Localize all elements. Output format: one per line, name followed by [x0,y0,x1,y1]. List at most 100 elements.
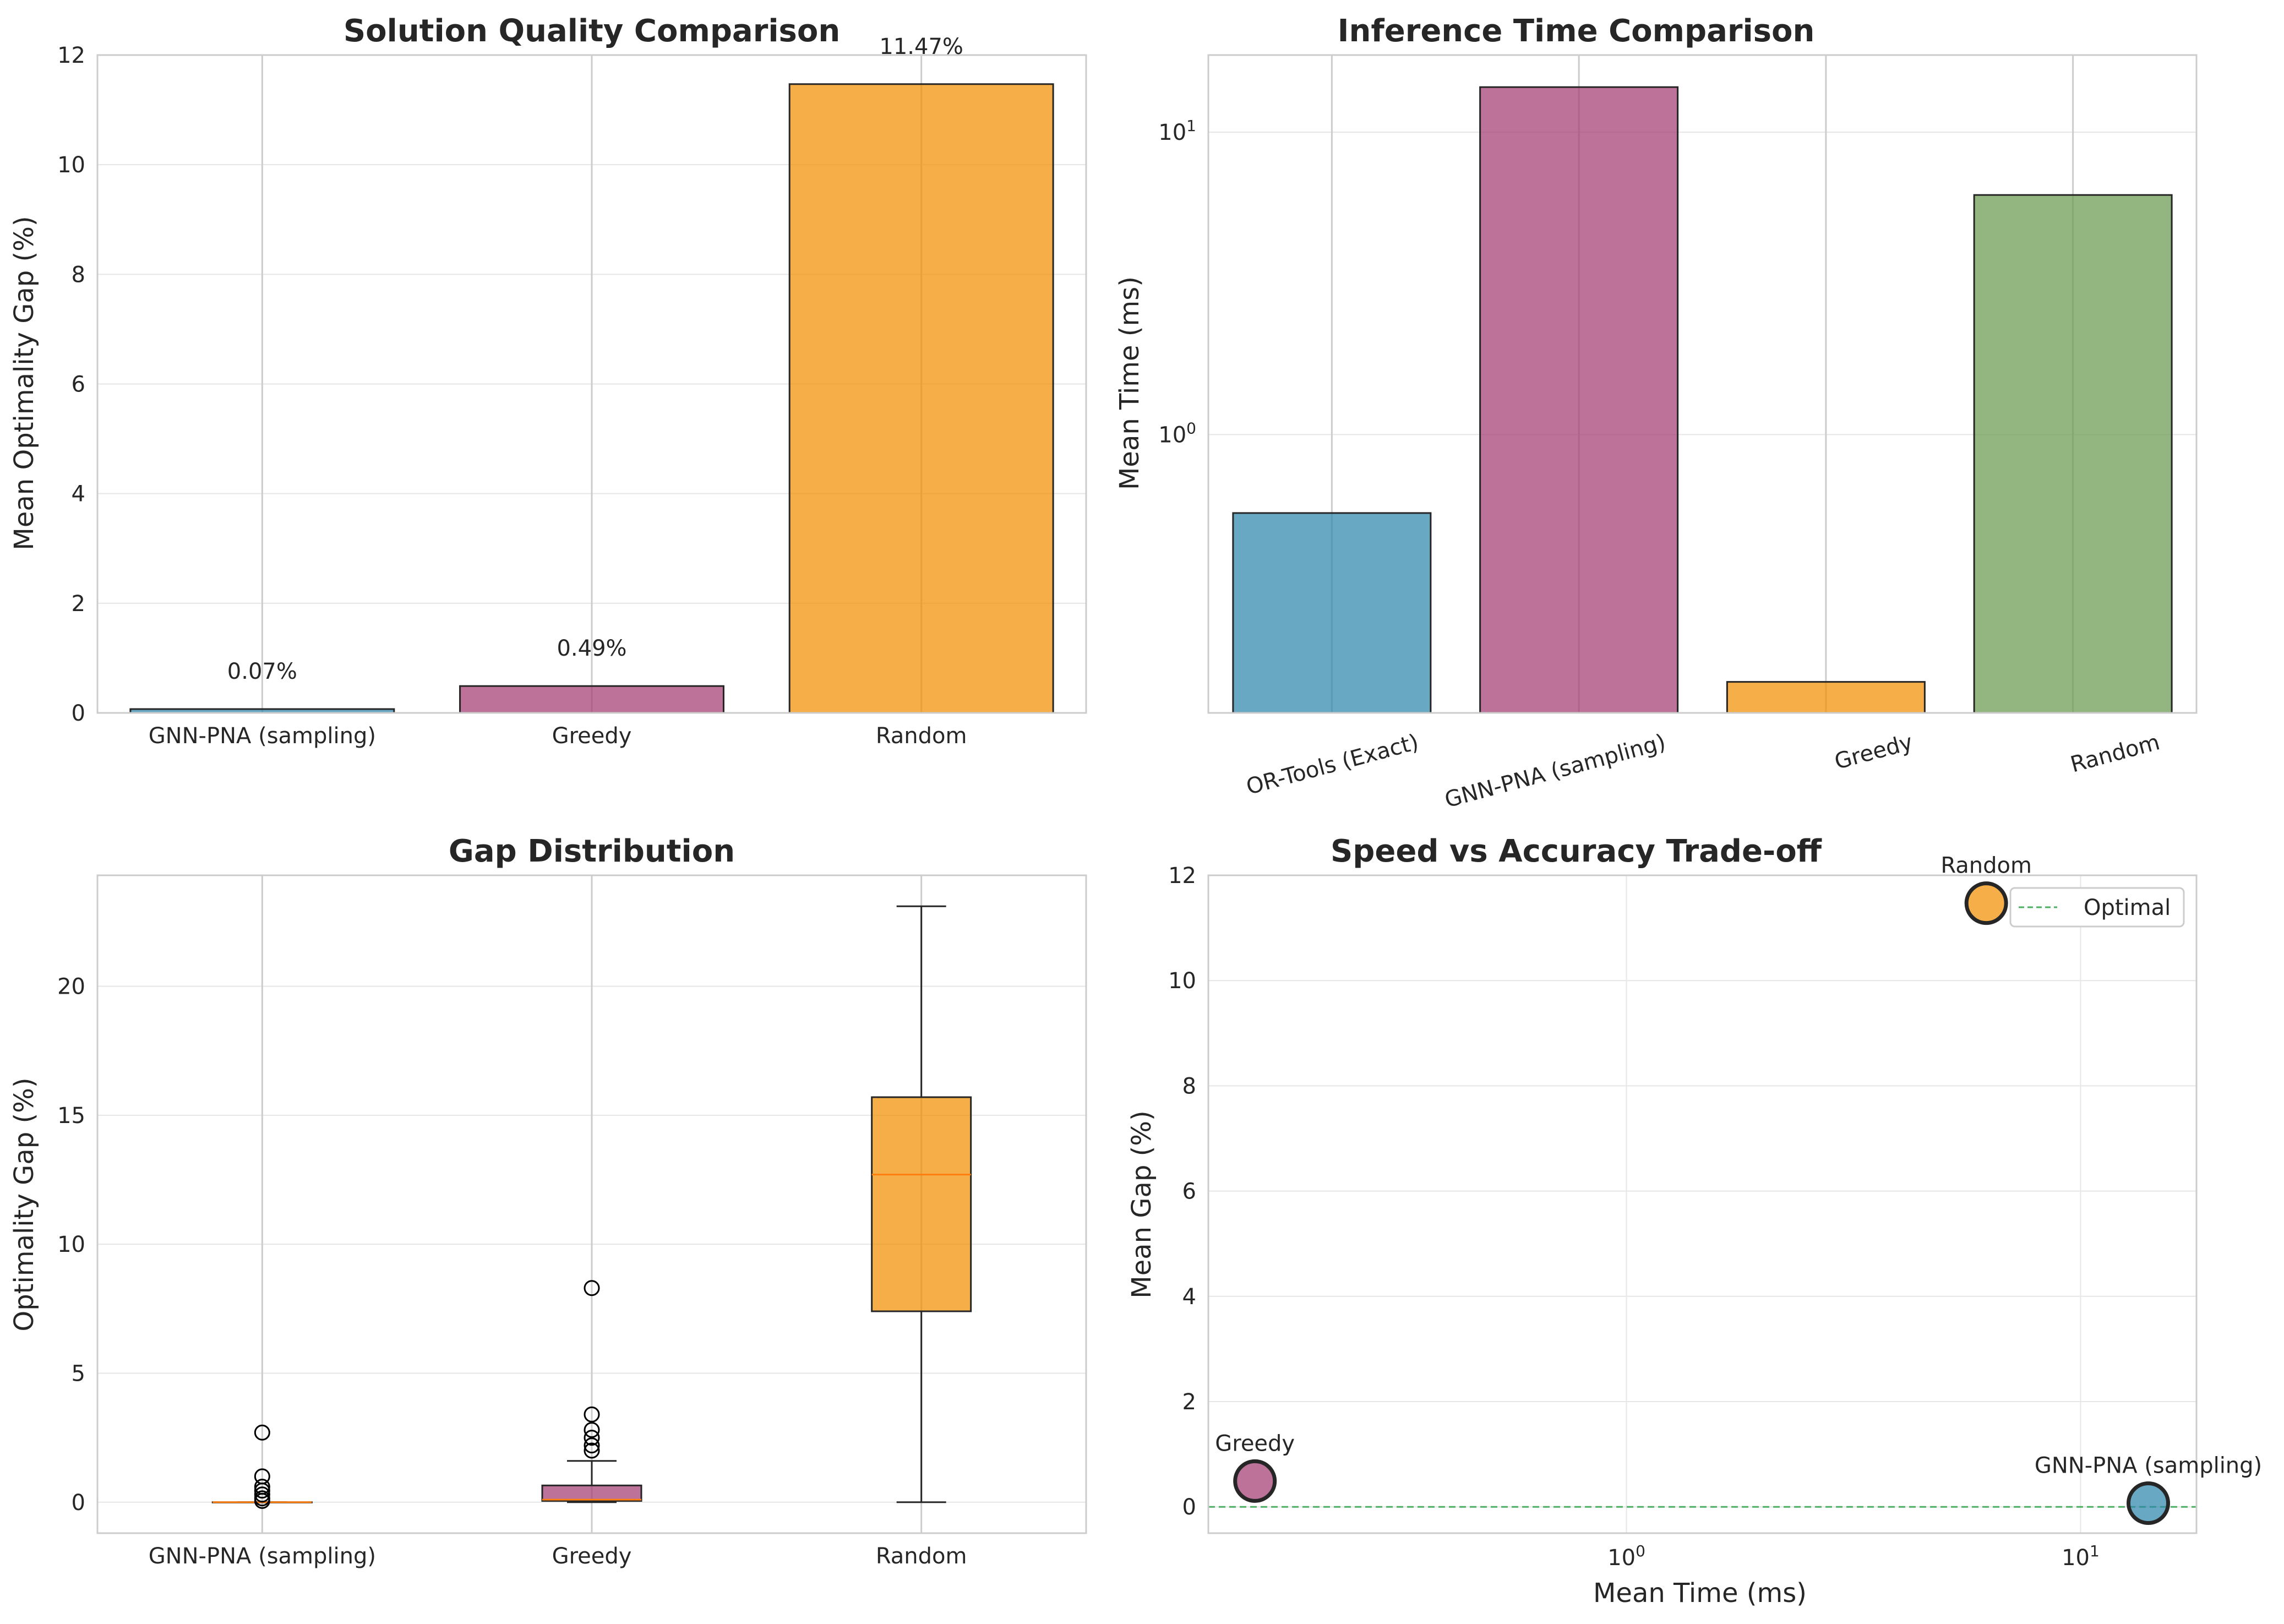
p2-xtick: OR-Tools (Exact) [1244,729,1421,800]
p3-flier [584,1280,600,1296]
p4-xtick: 100 [1607,1542,1645,1571]
p4-xtick-base: 10 [1607,1545,1636,1571]
p1-ytick: 0 [72,701,85,726]
p2-xtick: Greedy [1832,729,1916,775]
p1-value-labels: 0.07% 0.49% 11.47% [227,34,963,684]
p1-bar [459,685,724,714]
p3-box [541,1484,642,1502]
p4-title: Speed vs Accuracy Trade-off [1331,833,1822,869]
p3-ytick: 15 [57,1103,85,1129]
panel-gap-distribution: 0 5 10 15 20 GNN-PNA (sampling) Greedy Random G… [9,833,1087,1569]
p4-ytick: 8 [1182,1073,1196,1099]
p2-axes-frame [1207,54,2198,714]
p2-bar [1973,194,2173,714]
p3-title: Gap Distribution [449,833,735,869]
p1-xtick: Random [876,723,967,749]
p4-point [1964,881,2008,925]
p3-xtick: Random [876,1544,967,1569]
p1-value-label: 0.49% [557,636,626,661]
p4-xtick-exp: 0 [1636,1542,1645,1560]
p3-xtick: Greedy [552,1544,632,1569]
p2-xtick: Random [2068,729,2162,777]
p4-frame [1207,874,2198,1534]
p2-ytick-exp: 0 [1186,419,1196,437]
p4-point [2127,1481,2171,1525]
p2-bar [1232,512,1432,714]
p2-ytick-base: 10 [1158,422,1186,448]
p4-xtick-base: 10 [2062,1545,2090,1571]
p1-ytick: 12 [57,43,85,68]
p3-axes-frame [96,874,1087,1534]
p2-bars [1232,86,2173,714]
p4-xtick: 101 [2062,1542,2100,1571]
p1-ytick: 2 [72,591,85,617]
p4-point-labels: GNN-PNA (sampling) Greedy Random [1215,853,2262,1479]
p1-ticks: 0 2 4 6 8 10 12 GNN-PNA (sampling) Greedy Random [57,43,967,749]
p1-value-label: 0.07% [227,659,297,684]
p4-ytick: 4 [1182,1284,1196,1310]
p3-flier [584,1442,600,1459]
p1-ytick: 8 [72,262,85,287]
p4-ytick: 2 [1182,1389,1196,1415]
p4-ytick: 12 [1168,863,1196,889]
p1-xtick: Greedy [552,723,632,749]
p2-ytick-base: 10 [1158,120,1186,145]
p2-ytick: 100 [1158,419,1196,448]
p2-ytick-exp: 1 [1186,117,1196,135]
p2-ytick: 101 [1158,117,1196,145]
p4-ytick: 0 [1182,1495,1196,1520]
p2-xtick: GNN-PNA (sampling) [1442,729,1669,813]
p1-frame [96,54,1087,714]
p4-legend: Optimal [2009,887,2185,928]
p3-ytick: 20 [57,974,85,1000]
p4-grid [1208,875,2196,1533]
p4-point [1233,1459,1277,1503]
p4-point-label: Random [1940,853,2032,879]
p3-box [871,1096,972,1312]
p2-title: Inference Time Comparison [1338,13,1815,49]
p3-xtick: GNN-PNA (sampling) [149,1544,376,1569]
p3-flier [584,1437,600,1454]
p1-bar [788,83,1054,714]
p2-frame [1207,54,2198,714]
p3-flier [254,1479,270,1495]
p3-flier [254,1468,270,1485]
p3-ytick: 10 [57,1232,85,1257]
p1-ytick: 4 [72,482,85,507]
p1-title: Solution Quality Comparison [344,13,840,49]
p4-point-label: Greedy [1215,1431,1295,1456]
p4-xtick-exp: 1 [2090,1542,2100,1560]
p3-ytick: 0 [72,1490,85,1516]
p4-point-label: GNN-PNA (sampling) [2035,1453,2262,1479]
p1-bars [129,83,1054,714]
p1-ylabel: Mean Optimality Gap (%) [9,216,40,550]
legend-optimal-label: Optimal [2084,895,2171,920]
p2-bar [1726,681,1926,714]
p4-xlabel: Mean Time (ms) [1593,1578,1807,1609]
p4-points [1208,881,2196,1525]
p3-ticks: 0 5 10 15 20 GNN-PNA (sampling) Greedy Random [57,974,967,1569]
p3-ylabel: Optimality Gap (%) [9,1077,40,1331]
p4-ytick: 6 [1182,1179,1196,1205]
p3-flier [584,1406,600,1423]
p2-ylabel: Mean Time (ms) [1114,276,1145,490]
p3-flier [254,1424,270,1441]
p2-bar [1479,86,1679,714]
p3-flier [254,1486,270,1503]
legend-box [2009,887,2185,928]
p1-axes-frame [96,54,1087,714]
p3-frame [96,874,1087,1534]
p4-axes-frame [1207,874,2198,1534]
p4-ylabel: Mean Gap (%) [1126,1110,1157,1298]
p3-flier [254,1490,270,1507]
p3-boxes [211,905,972,1509]
p3-flier [584,1422,600,1438]
p4-ytick: 10 [1168,968,1196,994]
p3-ytick: 5 [72,1361,85,1386]
p1-ytick: 10 [57,152,85,178]
